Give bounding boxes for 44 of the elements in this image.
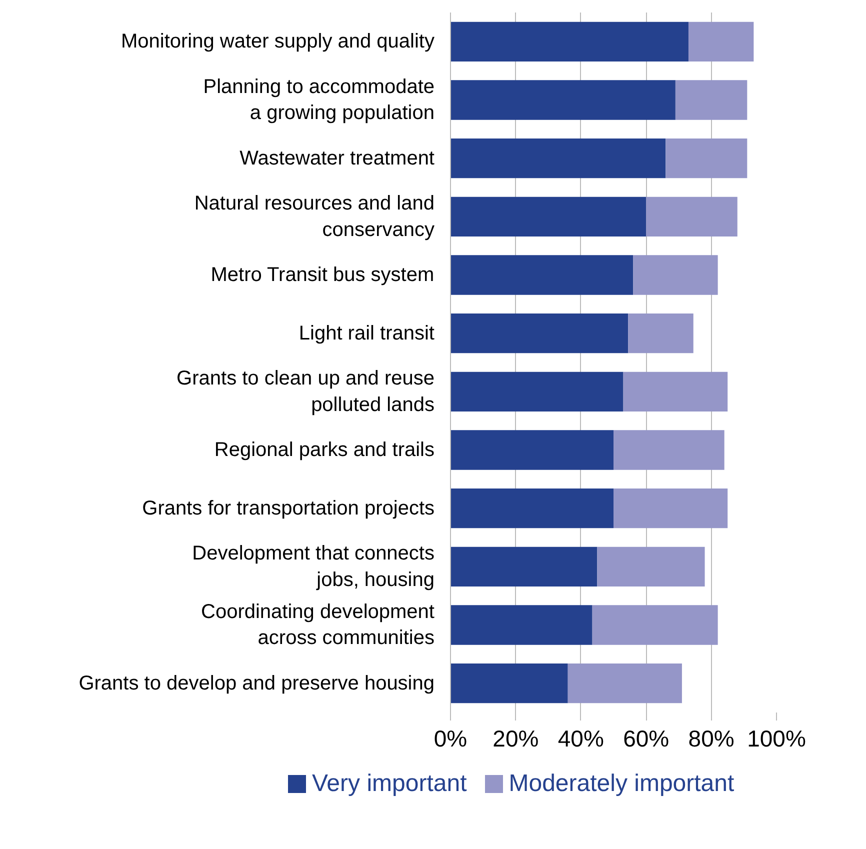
y-tick-label: Development that connects jobs, housing [192,542,435,591]
bar [592,605,718,645]
y-tick-label: Wastewater treatment [240,147,435,170]
bar [597,546,705,586]
x-tick-label: 20% [492,726,539,752]
bar [450,546,598,586]
y-tick-label: Monitoring water supply and quality [120,30,435,53]
bar [450,430,614,470]
x-tick-label: 60% [623,726,670,752]
bar [568,664,682,704]
bar [646,196,738,236]
y-tick-label: Natural resources and land conservancy [194,192,435,241]
bar [688,22,754,62]
y-tick-label: Regional parks and trails [214,439,435,461]
bar [450,255,634,295]
bar [666,138,748,178]
bar [450,138,666,178]
bar [628,314,694,354]
bar [633,255,718,295]
bar [614,488,728,528]
x-tick-label: 40% [558,726,604,752]
bar [450,314,628,354]
legend-label: Very important [312,769,467,799]
bar [450,488,614,528]
x-tick-label: 80% [688,726,734,752]
x-tick-label: 0% [434,726,468,752]
y-tick-label: Coordinating development across communities [201,600,435,650]
bar [450,605,592,645]
y-tick-label: Grants for transportation projects [142,497,435,520]
bar [675,80,748,120]
bar [623,372,728,412]
y-tick-label: Light rail transit [298,322,435,344]
y-tick-label: Grants to develop and preserve housing [78,672,434,694]
bar [450,664,568,704]
bar [450,22,688,62]
bar [614,430,724,470]
y-tick-label: Metro Transit bus system [210,264,434,286]
bar [450,372,624,412]
legend-label: Moderately important [508,769,734,799]
x-tick-label: 100% [747,726,806,752]
y-tick-label: Planning to accommodate a growing population [203,76,435,124]
bar [450,80,676,120]
y-tick-label: Grants to clean up and reuse polluted lands [176,367,435,416]
bar [450,196,646,236]
